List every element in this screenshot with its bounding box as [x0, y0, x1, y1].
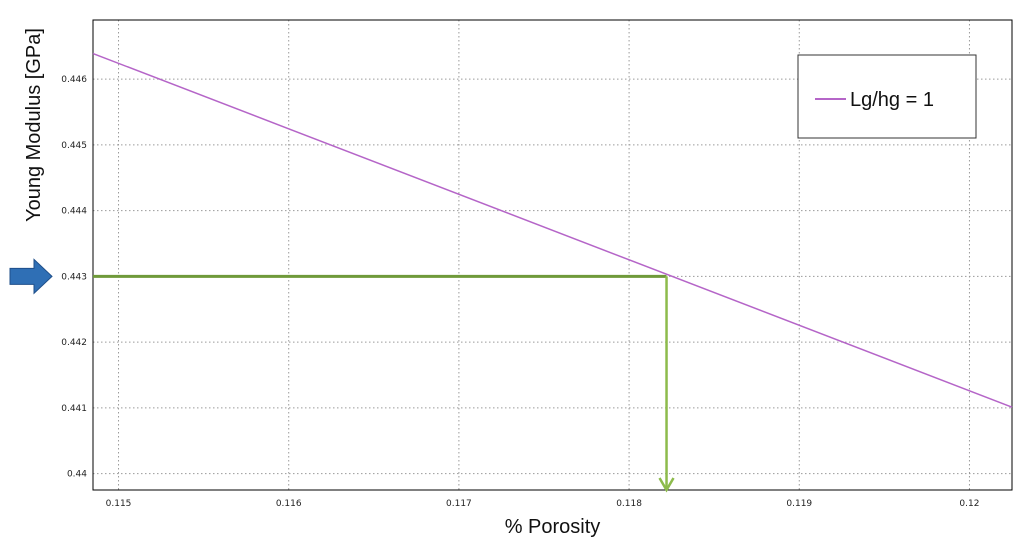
x-tick-label: 0.117: [446, 499, 472, 509]
legend: Lg/hg = 1: [797, 54, 977, 139]
y-tick-label: 0.444: [61, 207, 87, 217]
down-arrow-icon: [658, 477, 675, 493]
y-tick-label: 0.445: [61, 141, 87, 151]
y-tick-label: 0.44: [67, 470, 87, 480]
y-axis-title: Young Modulus [GPa]: [23, 28, 45, 222]
y-tick-label: 0.446: [61, 75, 87, 85]
x-axis-ticks: 0.115 0.116 0.117 0.118 0.119 0.12: [106, 499, 980, 509]
legend-label: Lg/hg = 1: [850, 89, 934, 111]
right-arrow-icon: [9, 258, 53, 295]
series-line-lg-hg-1: [92, 52, 1013, 408]
x-tick-label: 0.116: [276, 499, 302, 509]
x-axis-title: % Porosity: [505, 516, 601, 538]
y-tick-label: 0.443: [61, 272, 87, 282]
y-tick-label: 0.442: [61, 338, 87, 348]
x-tick-label: 0.118: [616, 499, 642, 509]
x-tick-label: 0.12: [959, 499, 979, 509]
y-tick-label: 0.441: [61, 404, 87, 414]
y-axis-ticks: 0.44 0.441 0.442 0.443 0.444 0.445 0.446: [61, 75, 87, 479]
x-tick-label: 0.119: [786, 499, 812, 509]
x-tick-label: 0.115: [106, 499, 132, 509]
legend-box: [797, 54, 977, 139]
plot-area: [92, 19, 1013, 491]
